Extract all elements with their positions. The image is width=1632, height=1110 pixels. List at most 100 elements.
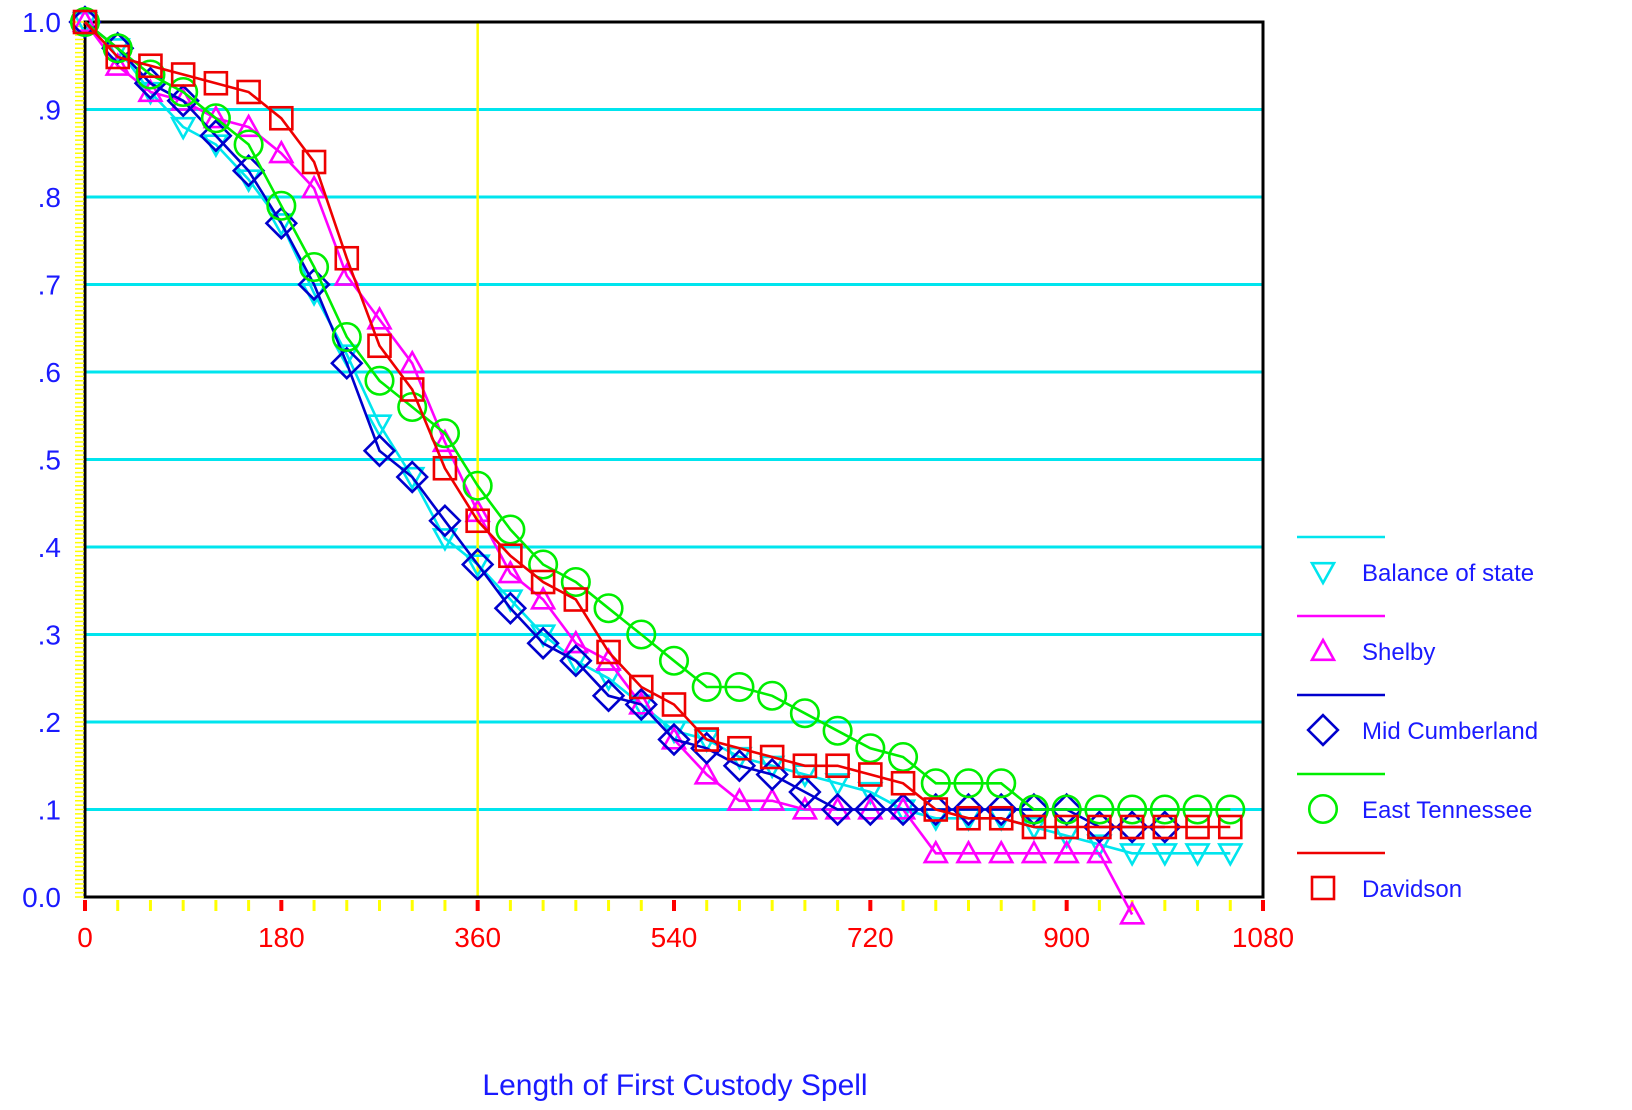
data-point	[693, 760, 720, 785]
data-point	[233, 129, 264, 160]
data-point	[460, 547, 495, 582]
y-tick-label: .1	[38, 795, 61, 826]
data-point	[1119, 814, 1145, 840]
data-point	[334, 245, 360, 271]
data-point	[331, 321, 362, 353]
data-point	[658, 645, 690, 676]
data-point	[596, 639, 621, 665]
data-point	[1185, 814, 1210, 840]
data-point	[953, 768, 984, 799]
data-point	[888, 741, 919, 773]
legend-item: Mid Cumberland	[1297, 693, 1538, 747]
data-point	[297, 267, 331, 302]
y-tick-label: .2	[38, 707, 61, 738]
data-point	[366, 414, 393, 439]
data-point	[727, 735, 752, 761]
data-point	[559, 644, 593, 678]
data-point	[462, 470, 493, 501]
legend-marker	[1306, 713, 1340, 747]
data-point	[465, 508, 490, 534]
plot-frame	[83, 20, 1265, 899]
legend-label: Balance of state	[1362, 560, 1534, 587]
data-point	[104, 52, 131, 76]
y-tick-label: .9	[38, 95, 61, 126]
data-point	[1051, 794, 1082, 825]
data-point	[886, 792, 920, 827]
data-point	[493, 591, 528, 625]
data-point	[624, 687, 658, 722]
data-point	[757, 680, 788, 711]
data-point	[820, 792, 855, 827]
data-point	[1086, 839, 1113, 864]
data-point	[1018, 794, 1049, 825]
data-point	[759, 744, 785, 770]
data-point	[168, 76, 199, 108]
data-point	[988, 805, 1014, 831]
data-point	[526, 626, 560, 660]
data-point	[1087, 814, 1112, 840]
x-tick-label: 360	[454, 922, 501, 953]
x-axis-ticks: 0 180 360 540 720 900 1080	[77, 900, 1294, 953]
data-point	[366, 305, 393, 330]
series-line-balance-of-state	[84, 20, 1231, 855]
data-point	[857, 781, 884, 806]
data-point	[264, 206, 299, 240]
data-point	[300, 174, 328, 199]
data-point	[72, 9, 98, 35]
data-point	[1182, 794, 1213, 825]
data-point	[399, 466, 426, 491]
data-point	[166, 84, 200, 118]
gridlines	[85, 108, 1263, 811]
legend-item: East Tennessee	[1297, 772, 1532, 825]
data-point	[822, 715, 853, 746]
data-point	[791, 795, 819, 820]
y-tick-label: .4	[38, 532, 61, 563]
data-point	[169, 87, 197, 111]
data-point	[1054, 814, 1079, 840]
data-point	[1086, 834, 1113, 859]
x-tick-label: 180	[258, 922, 305, 953]
data-point	[529, 585, 557, 610]
data-point	[722, 749, 757, 783]
legend-label: Davidson	[1362, 876, 1462, 903]
legend-marker	[1310, 875, 1336, 901]
data-point	[657, 722, 691, 757]
y-tick-label: .8	[38, 182, 61, 213]
y-tick-label: 0.0	[22, 882, 61, 913]
data-point	[920, 768, 951, 799]
data-point	[755, 757, 789, 792]
data-point	[1151, 843, 1179, 867]
data-point	[498, 543, 523, 569]
data-point	[69, 6, 101, 38]
data-point	[397, 391, 428, 423]
data-point	[367, 333, 392, 359]
x-tick-label: 720	[847, 922, 894, 953]
data-point	[133, 66, 168, 100]
legend: Balance of state Shelby Mid Cumberland East…	[1297, 535, 1538, 903]
data-point	[1217, 843, 1244, 867]
data-point	[562, 629, 590, 654]
data-point	[660, 725, 688, 750]
data-point	[428, 504, 462, 538]
y-tick-label: .7	[38, 270, 61, 301]
data-point	[71, 8, 99, 33]
data-point	[691, 671, 722, 703]
data-point	[395, 460, 429, 494]
data-point	[170, 62, 196, 87]
data-point	[362, 434, 397, 468]
data-point	[364, 365, 395, 396]
data-point	[724, 671, 755, 703]
data-point	[528, 549, 559, 580]
data-point	[986, 768, 1017, 799]
data-point	[1184, 843, 1211, 867]
x-axis-title: Length of First Custody Spell	[482, 1069, 867, 1102]
data-point	[955, 839, 982, 864]
legend-label: East Tennessee	[1362, 797, 1532, 824]
axis-frame	[83, 20, 1265, 899]
data-point	[726, 787, 753, 811]
data-point	[399, 377, 425, 402]
data-point	[593, 593, 624, 624]
legend-label: Mid Cumberland	[1362, 718, 1538, 745]
data-point	[269, 105, 294, 131]
